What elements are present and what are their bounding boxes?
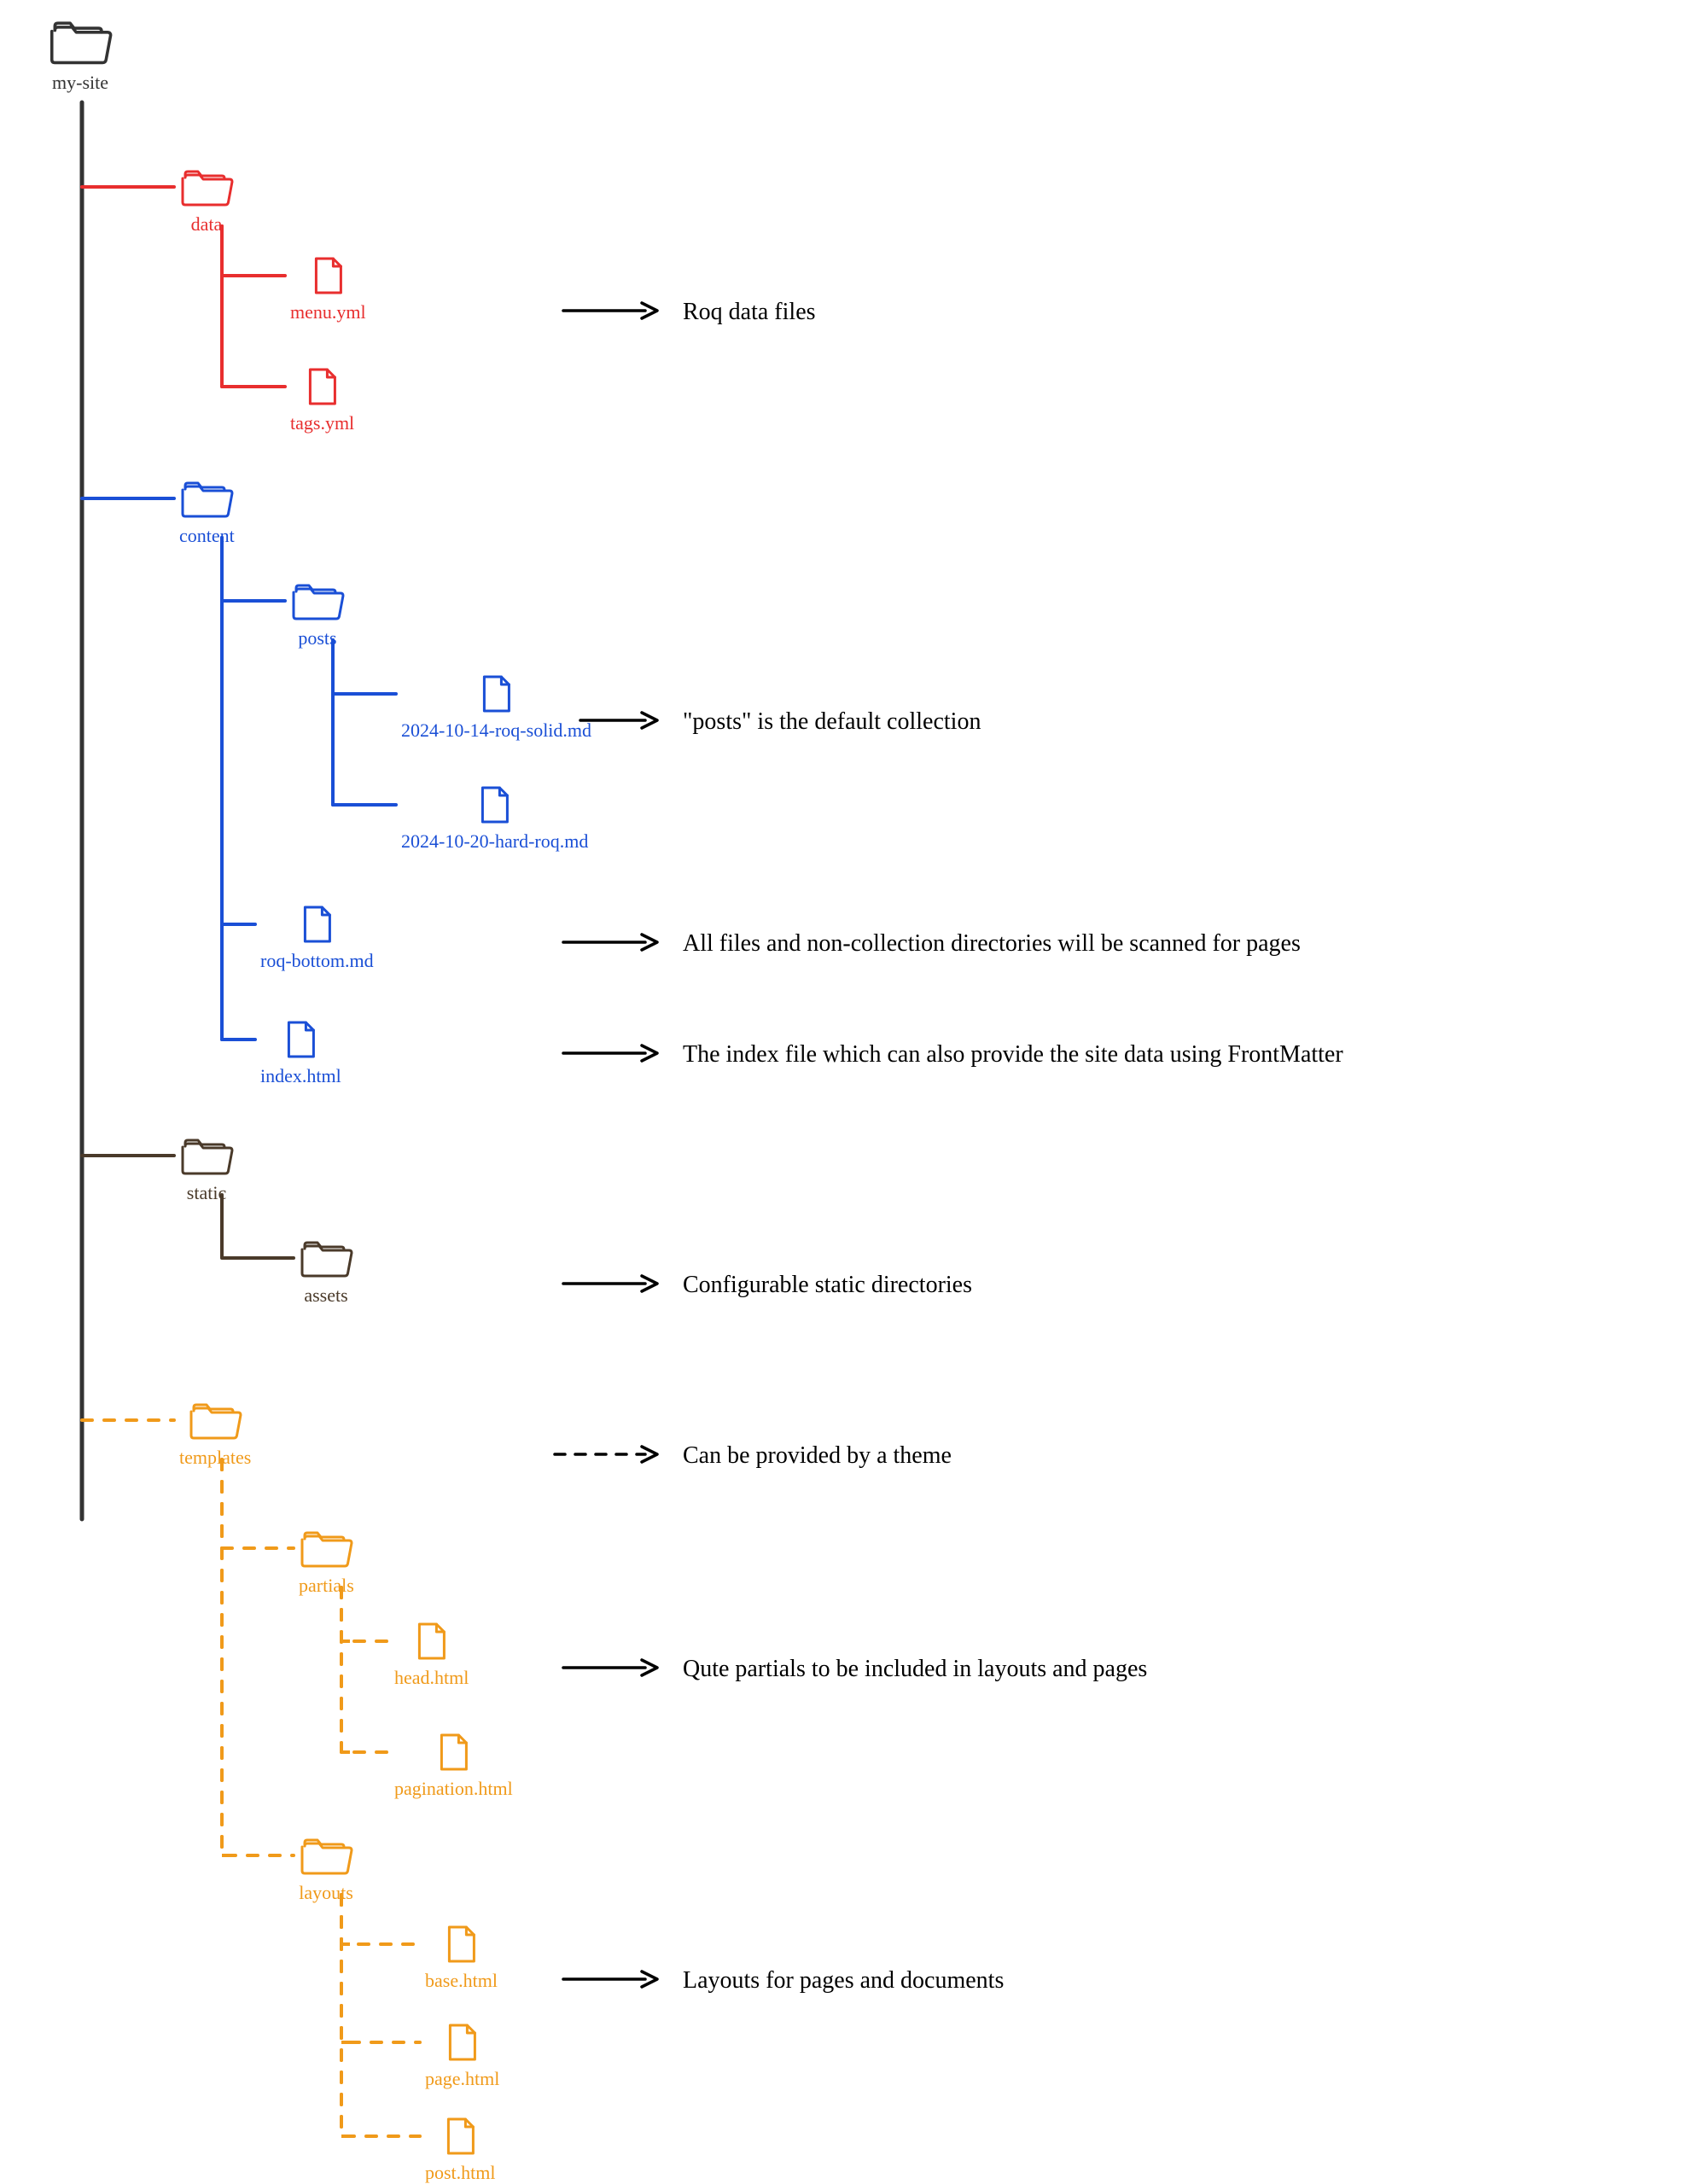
annotation-text: Can be provided by a theme <box>683 1442 952 1470</box>
node-partials: partials <box>299 1528 354 1597</box>
node-head: head.html <box>394 1622 469 1689</box>
node-tags: tags.yml <box>290 367 354 434</box>
folder-icon <box>179 1135 234 1180</box>
tree-connectors <box>0 0 1689 2164</box>
node-label: templates <box>179 1447 251 1469</box>
node-label: menu.yml <box>290 301 366 323</box>
node-label: index.html <box>260 1065 341 1087</box>
folder-icon <box>48 17 113 70</box>
node-label: 2024-10-20-hard-roq.md <box>401 830 588 853</box>
node-label: posts <box>298 627 336 649</box>
node-content: content <box>179 478 235 547</box>
node-templates: templates <box>179 1400 251 1469</box>
annotation-text: The index file which can also provide th… <box>683 1041 1343 1069</box>
file-icon <box>416 1622 447 1665</box>
file-icon <box>446 2023 478 2066</box>
node-page: page.html <box>425 2023 499 2090</box>
annotation-text: "posts" is the default collection <box>683 708 981 736</box>
folder-icon <box>299 1528 353 1573</box>
node-label: page.html <box>425 2068 499 2090</box>
annotation-text: All files and non-collection directories… <box>683 930 1301 958</box>
node-label: partials <box>299 1575 354 1597</box>
node-data: data <box>179 166 234 236</box>
node-label: content <box>179 525 235 547</box>
folder-icon <box>179 166 234 212</box>
file-icon <box>438 1733 469 1776</box>
annotation-text: Qute partials to be included in layouts … <box>683 1656 1147 1683</box>
file-icon <box>301 905 333 948</box>
node-menu: menu.yml <box>290 256 366 323</box>
folder-icon <box>290 580 345 626</box>
node-post2: 2024-10-20-hard-roq.md <box>401 785 588 853</box>
node-label: 2024-10-14-roq-solid.md <box>401 719 591 742</box>
file-icon <box>285 1020 317 1063</box>
node-pagination: pagination.html <box>394 1733 513 1800</box>
node-label: head.html <box>394 1667 469 1689</box>
folder-icon <box>299 1835 353 1880</box>
annotation-text: Roq data files <box>683 299 816 326</box>
node-posts: posts <box>290 580 345 649</box>
node-post1: 2024-10-14-roq-solid.md <box>401 674 591 742</box>
node-label: pagination.html <box>394 1778 513 1800</box>
file-icon <box>479 785 510 829</box>
file-icon <box>445 2117 476 2160</box>
node-assets: assets <box>299 1238 353 1307</box>
node-label: base.html <box>425 1970 498 1992</box>
node-label: tags.yml <box>290 412 354 434</box>
node-roqbottom: roq-bottom.md <box>260 905 374 972</box>
folder-icon <box>179 478 234 523</box>
node-layouts: layouts <box>299 1835 353 1904</box>
node-post: post.html <box>425 2117 496 2184</box>
node-indexhtml: index.html <box>260 1020 341 1087</box>
node-label: static <box>187 1182 226 1204</box>
node-base: base.html <box>425 1925 498 1992</box>
annotation-text: Configurable static directories <box>683 1272 972 1299</box>
file-icon <box>480 674 512 718</box>
file-icon <box>312 256 344 300</box>
annotation-text: Layouts for pages and documents <box>683 1967 1004 1995</box>
folder-icon <box>188 1400 242 1445</box>
node-static: static <box>179 1135 234 1204</box>
file-icon <box>306 367 338 411</box>
node-root: my-site <box>48 17 113 94</box>
node-label: post.html <box>425 2162 496 2184</box>
file-icon <box>446 1925 477 1968</box>
folder-icon <box>299 1238 353 1283</box>
node-label: my-site <box>52 72 108 94</box>
node-label: assets <box>304 1284 347 1307</box>
node-label: data <box>191 213 223 236</box>
node-label: layouts <box>299 1882 353 1904</box>
node-label: roq-bottom.md <box>260 950 374 972</box>
